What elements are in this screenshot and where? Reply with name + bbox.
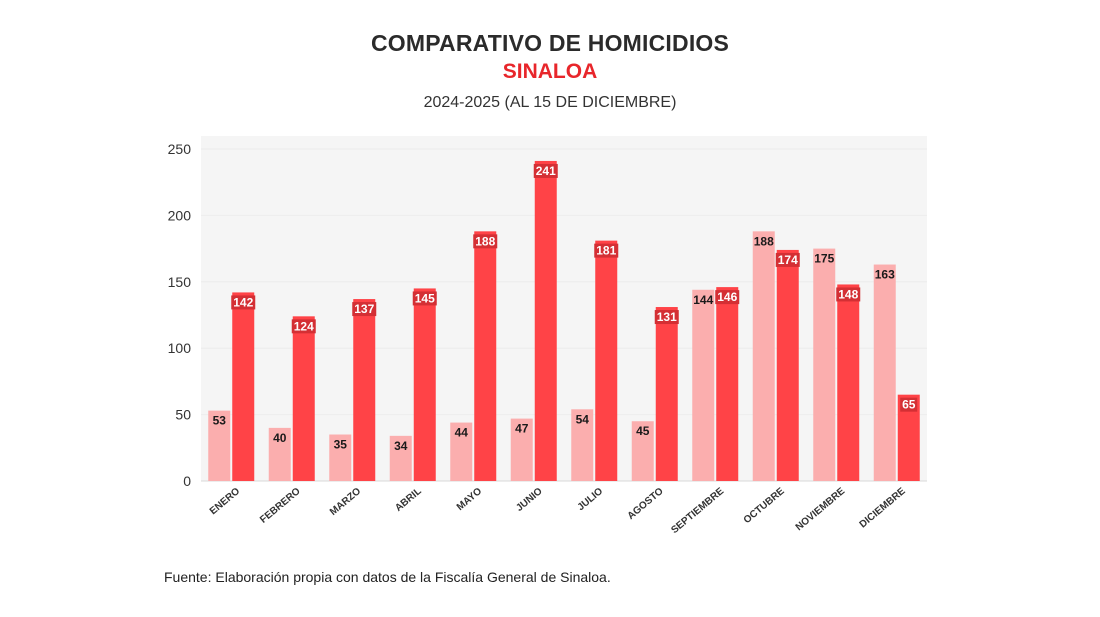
x-tick-label: MAYO [455, 486, 485, 513]
bar [450, 422, 473, 481]
x-tick-label: JULIO [576, 486, 606, 513]
chart-title: COMPARATIVO DE HOMICIDIOS [370, 30, 730, 56]
bar [631, 421, 654, 481]
x-tick-label: AGOSTO [626, 486, 666, 522]
bar [413, 288, 436, 481]
y-tick-label: 100 [168, 340, 192, 356]
bar [873, 264, 896, 481]
x-tick-label: FEBRERO [258, 486, 303, 526]
chart-subtitle: SINALOA [502, 60, 598, 83]
data-label: 144 [693, 293, 713, 307]
bar [353, 299, 376, 481]
x-tick-label: ABRIL [393, 486, 423, 514]
data-label: 124 [294, 319, 314, 333]
data-label: 145 [415, 291, 435, 305]
data-label-box [654, 310, 679, 325]
bar [208, 410, 231, 481]
y-tick-label: 50 [175, 407, 191, 423]
data-label-box [900, 397, 918, 412]
data-label-box [533, 163, 558, 178]
bar [268, 427, 291, 481]
data-label-box [473, 234, 498, 249]
bar [776, 249, 799, 481]
data-label: 142 [233, 295, 253, 309]
data-label-box [352, 302, 377, 317]
data-label: 53 [213, 414, 227, 428]
bar [232, 292, 255, 481]
bar [692, 289, 715, 481]
bar [813, 248, 836, 481]
bar [571, 409, 594, 481]
x-tick-label: ENERO [208, 486, 242, 517]
bar [752, 231, 775, 481]
data-label-box [836, 287, 861, 302]
bar [595, 240, 618, 481]
x-tick-label: DICIEMBRE [858, 486, 908, 531]
bar [510, 418, 533, 481]
x-tick-label: NOVIEMBRE [794, 486, 848, 534]
data-label: 163 [875, 268, 895, 282]
x-tick-label: JUNIO [514, 486, 545, 514]
data-label: 35 [334, 438, 348, 452]
bar [837, 284, 860, 481]
plot-background [201, 136, 927, 481]
data-label: 148 [838, 287, 858, 301]
bar [329, 434, 352, 481]
y-tick-label: 200 [168, 207, 192, 223]
bar [389, 435, 412, 481]
data-label-box [231, 295, 256, 310]
bar [897, 394, 920, 481]
source-note: Fuente: Elaboración propia con datos de … [164, 569, 611, 585]
data-label: 175 [814, 252, 834, 266]
x-tick-label: SEPTIEMBRE [669, 486, 726, 536]
data-label: 45 [636, 424, 650, 438]
data-label: 131 [657, 310, 677, 324]
data-label-box [715, 290, 740, 305]
data-label: 54 [576, 412, 590, 426]
y-tick-label: 150 [168, 274, 192, 290]
x-tick-label: OCTUBRE [742, 486, 787, 526]
bar [534, 160, 557, 481]
y-tick-label: 0 [183, 473, 191, 489]
data-label: 188 [475, 234, 495, 248]
data-label: 146 [717, 290, 737, 304]
data-label: 174 [778, 253, 798, 267]
bar [474, 231, 497, 481]
data-label-box [412, 291, 437, 306]
bar [716, 287, 739, 481]
data-label: 137 [354, 302, 374, 316]
data-label: 241 [536, 164, 556, 178]
bar [292, 316, 315, 481]
data-label-box [291, 319, 316, 334]
data-label: 40 [273, 431, 287, 445]
data-label: 65 [902, 398, 916, 412]
data-label: 188 [754, 234, 774, 248]
data-label-box [594, 243, 619, 258]
chart-period: 2024-2025 (AL 15 DE DICIEMBRE) [423, 94, 677, 111]
data-label: 47 [515, 422, 529, 436]
data-label: 44 [455, 426, 469, 440]
x-tick-label: MARZO [328, 486, 363, 518]
y-tick-label: 250 [168, 141, 192, 157]
data-label-box [775, 252, 800, 267]
bar [655, 307, 678, 481]
data-label: 181 [596, 244, 616, 258]
data-label: 34 [394, 439, 408, 453]
